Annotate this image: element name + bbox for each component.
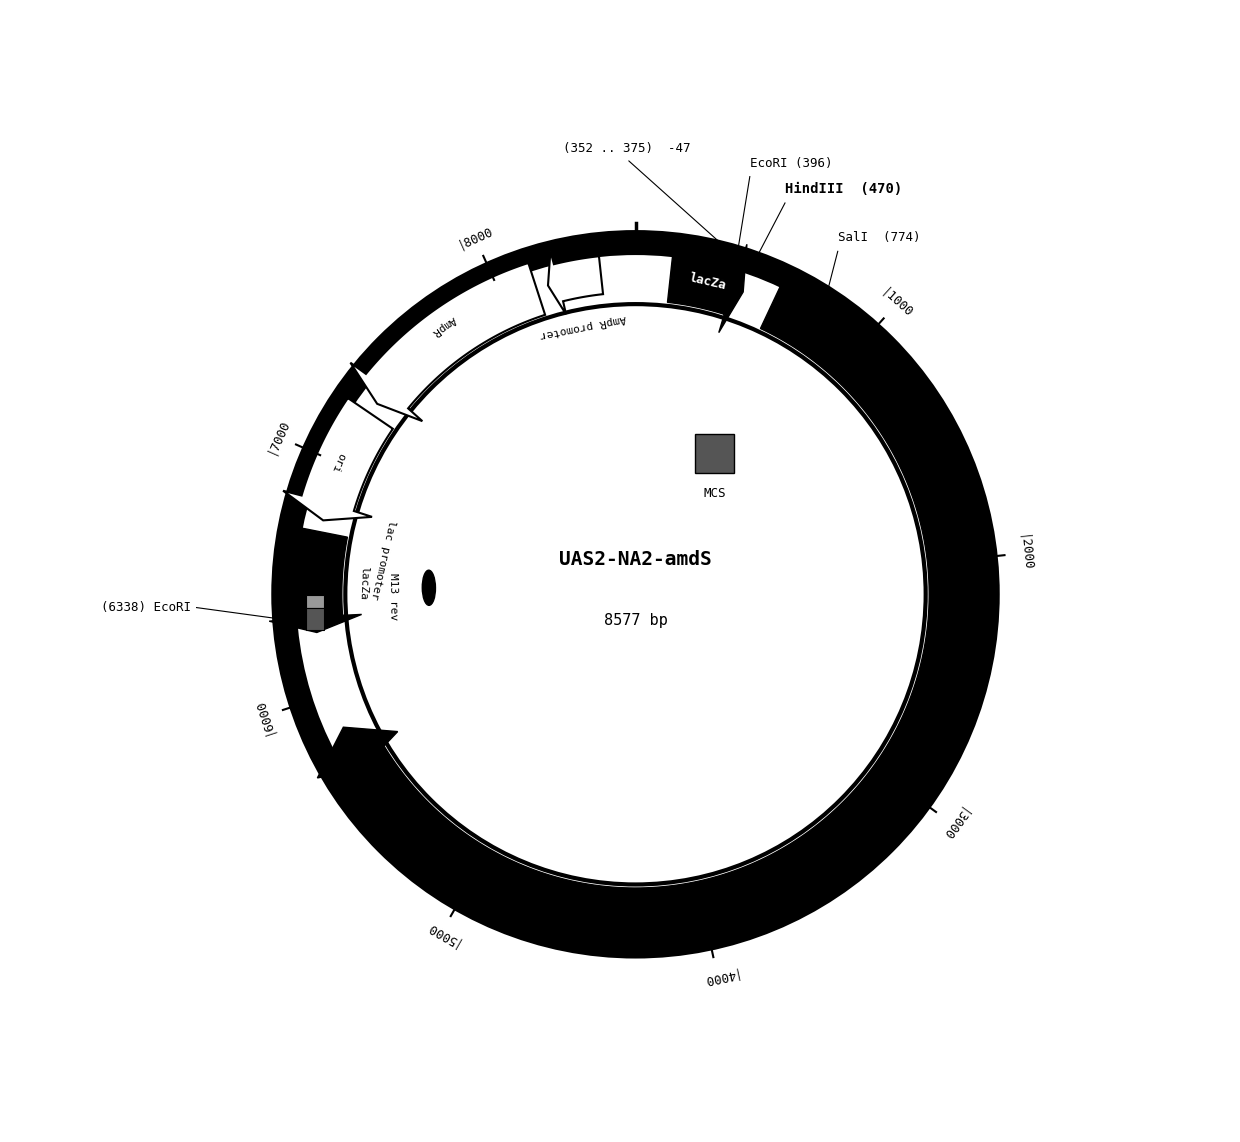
Text: |8000: |8000 [455,224,495,251]
Text: lac promoter: lac promoter [370,518,397,600]
Polygon shape [283,399,393,521]
Polygon shape [351,263,546,421]
Text: ori: ori [329,452,346,474]
Bar [306,595,324,609]
Text: SalI  (774): SalI (774) [838,232,920,244]
Text: |2000: |2000 [1017,533,1033,572]
Text: AmpR promoter: AmpR promoter [538,313,626,340]
Text: MCS: MCS [703,486,725,500]
Text: |5000: |5000 [422,918,460,949]
Text: HindIII  (470): HindIII (470) [785,182,903,196]
Text: AmpR: AmpR [430,314,458,338]
Text: lacZa: lacZa [357,565,368,600]
Text: M13 rev: M13 rev [388,573,399,620]
Text: EcoRI (396): EcoRI (396) [750,156,832,169]
FancyBboxPatch shape [696,434,734,473]
Text: |1000: |1000 [879,286,915,321]
Polygon shape [667,244,746,332]
Polygon shape [317,279,983,942]
Text: (352 .. 375)  -47: (352 .. 375) -47 [563,142,691,154]
Text: 8577 bp: 8577 bp [604,613,667,628]
Text: |6000: |6000 [252,697,275,737]
Polygon shape [269,526,362,633]
Ellipse shape [423,570,435,605]
Text: |4000: |4000 [698,966,738,987]
Bar [306,609,324,630]
Text: UAS2-NA2-amdS: UAS2-NA2-amdS [559,549,712,569]
Text: lacZa: lacZa [687,271,727,292]
Polygon shape [548,251,603,314]
Text: |7000: |7000 [264,417,291,456]
Text: |3000: |3000 [936,805,968,843]
Text: (6338) EcoRI: (6338) EcoRI [102,601,191,614]
